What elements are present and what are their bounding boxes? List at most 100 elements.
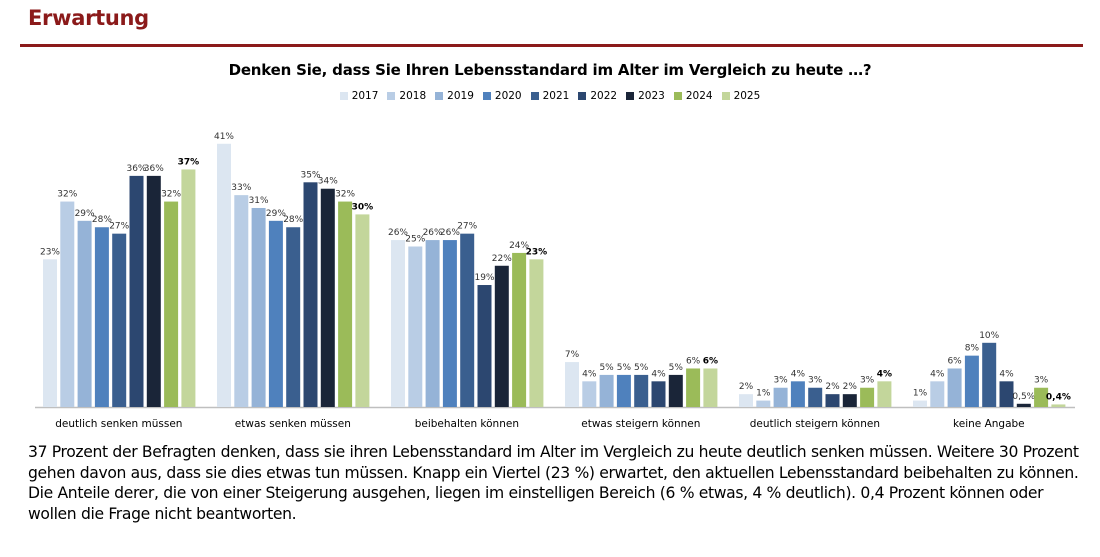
bar-2024 [338, 201, 353, 407]
bar-2022 [477, 285, 492, 407]
data-label: 2% [825, 382, 840, 392]
legend-item-2025: 2025 [721, 90, 761, 102]
data-label: 5% [669, 363, 684, 373]
data-label: 4% [651, 369, 666, 379]
bar-2023 [842, 394, 857, 407]
data-label: 31% [249, 196, 269, 206]
data-label: 29% [75, 209, 95, 219]
data-label: 27% [457, 222, 477, 232]
data-label: 34% [318, 177, 338, 187]
data-label: 7% [565, 350, 580, 360]
data-label: 36% [144, 164, 164, 174]
bar-2018 [930, 381, 945, 407]
data-label: 23% [40, 247, 60, 257]
bar-2018 [408, 246, 423, 407]
data-label: 0,5% [1012, 392, 1035, 402]
category-label: etwas steigern können [581, 418, 700, 430]
bar-2017 [391, 240, 405, 407]
bar-2023 [494, 265, 509, 407]
bar-2020 [94, 227, 109, 407]
legend-label: 2019 [447, 90, 474, 102]
legend-label: 2025 [733, 90, 761, 102]
legend-item-2020: 2020 [482, 90, 522, 102]
legend-label: 2021 [542, 90, 570, 102]
data-label: 32% [57, 190, 77, 200]
bar-2023 [1016, 403, 1031, 407]
bar-2020 [790, 381, 805, 407]
bar-2024 [686, 368, 701, 407]
legend-swatch [435, 92, 444, 100]
data-label: 3% [1034, 376, 1049, 386]
legend-swatch [721, 92, 730, 100]
legend-label: 2023 [638, 90, 665, 102]
data-label: 32% [335, 190, 355, 200]
data-label: 8% [965, 344, 980, 354]
data-label: 1% [913, 389, 928, 399]
bar-2017 [913, 400, 927, 407]
bar-2020 [964, 355, 979, 407]
legend-label: 2018 [399, 90, 427, 102]
category-label: deutlich steigern können [750, 418, 880, 430]
legend-item-2018: 2018 [387, 90, 426, 102]
heading-divider [20, 44, 1083, 47]
bar-2018 [582, 381, 597, 407]
bar-2021 [808, 387, 823, 407]
legend-item-2023: 2023 [626, 90, 665, 102]
bar-2017 [217, 143, 231, 407]
data-label: 28% [283, 215, 303, 225]
bar-2025 [181, 169, 196, 407]
data-label: 35% [300, 170, 320, 180]
bar-2022 [303, 182, 318, 407]
legend-swatch [530, 92, 539, 100]
legend-swatch [339, 92, 348, 100]
data-label: 4% [791, 369, 806, 379]
bar-2017 [739, 394, 753, 407]
bar-2018 [60, 201, 75, 407]
data-label: 6% [686, 356, 701, 366]
data-label: 4% [877, 369, 892, 379]
bar-chart: 23%32%29%28%27%36%36%32%37%deutlich senk… [35, 132, 1075, 430]
bar-2025 [355, 214, 370, 407]
legend-label: 2024 [685, 90, 713, 102]
bar-2023 [146, 175, 161, 407]
data-label: 6% [947, 356, 962, 366]
bar-2024 [1034, 387, 1049, 407]
data-label: 0,4% [1046, 392, 1071, 402]
data-label: 2% [843, 382, 858, 392]
data-label: 30% [352, 202, 374, 212]
bar-2019 [77, 220, 92, 407]
bar-2020 [616, 374, 631, 407]
bar-2024 [512, 252, 527, 407]
data-label: 24% [509, 241, 529, 251]
bar-2025 [703, 368, 718, 407]
bar-2024 [860, 387, 875, 407]
data-label: 32% [161, 190, 181, 200]
legend-item-2024: 2024 [673, 90, 713, 102]
legend-item-2021: 2021 [530, 90, 570, 102]
data-label: 10% [979, 331, 999, 341]
data-label: 3% [860, 376, 875, 386]
bar-2025 [529, 259, 544, 407]
legend-label: 2020 [494, 90, 522, 102]
data-label: 2% [739, 382, 754, 392]
bar-2025 [1051, 404, 1066, 407]
data-label: 36% [126, 164, 146, 174]
data-label: 3% [773, 376, 788, 386]
bar-2024 [164, 201, 179, 407]
data-label: 22% [492, 254, 512, 264]
legend-swatch [482, 92, 491, 100]
data-label: 4% [582, 369, 597, 379]
data-label: 1% [756, 389, 771, 399]
bar-2023 [668, 374, 683, 407]
legend-label: 2022 [590, 90, 618, 102]
bar-2021 [634, 374, 649, 407]
data-label: 5% [599, 363, 614, 373]
bar-2017 [565, 362, 579, 407]
data-label: 26% [388, 228, 408, 238]
legend-item-2017: 2017 [339, 90, 378, 102]
data-label: 33% [231, 183, 251, 193]
bar-2021 [982, 342, 997, 407]
data-label: 5% [634, 363, 649, 373]
bar-2018 [756, 400, 771, 407]
bar-2023 [320, 188, 335, 407]
